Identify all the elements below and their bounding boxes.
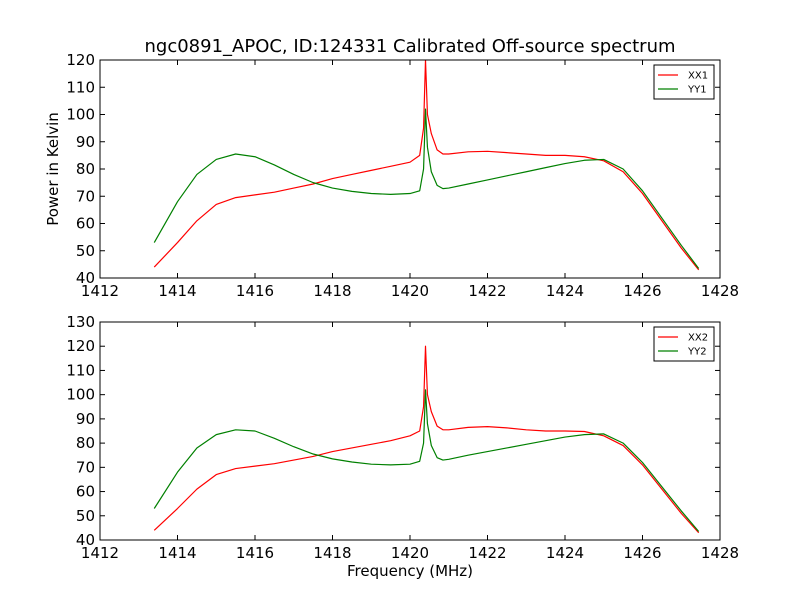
legend-label-xx1: XX1 [688, 71, 708, 82]
x-tick-label: 1428 [701, 544, 739, 562]
x-tick-label: 1422 [468, 544, 506, 562]
legend-box [653, 64, 715, 100]
series-line-xx1 [153, 60, 700, 271]
x-tick-label: 1424 [546, 544, 584, 562]
y-tick-label: 110 [66, 361, 95, 379]
plot-area [100, 322, 720, 540]
legend-label-xx2: XX2 [688, 333, 708, 344]
x-tick-label: 1426 [623, 282, 661, 300]
x-tick-label: 1426 [623, 544, 661, 562]
chart-panel-2: 1412 1414 1416 1418 1420 1422 1424 1426 1428 40 50… [66, 313, 739, 580]
plot-area [100, 60, 720, 278]
x-tick-label: 1414 [158, 282, 196, 300]
legend-box [653, 326, 715, 362]
legend-label-yy2: YY2 [687, 347, 707, 358]
plot-frame [99, 59, 721, 279]
y-tick-label: 80 [76, 434, 95, 452]
x-tick-label: 1420 [391, 544, 429, 562]
y-tick-label: 80 [76, 160, 95, 178]
series-line-yy2 [153, 389, 700, 532]
y-tick-label: 100 [66, 386, 95, 404]
plot-frame [99, 321, 721, 541]
x-tick-label: 1416 [236, 544, 274, 562]
y-tick-label: 60 [76, 215, 95, 233]
y-tick-label: 120 [66, 51, 95, 69]
y-tick-label: 90 [76, 410, 95, 428]
y-tick-label: 70 [76, 187, 95, 205]
y-tick-label: 50 [76, 242, 95, 260]
y-tick-label: 100 [66, 106, 95, 124]
x-tick-label: 1416 [236, 282, 274, 300]
x-tick-label: 1418 [313, 282, 351, 300]
y-tick-label: 40 [76, 269, 95, 287]
x-tick-label: 1422 [468, 282, 506, 300]
chart-panel-1: 1412 1414 1416 1418 1420 1422 1424 1426 1428 40 50… [44, 36, 739, 300]
series-line-xx2 [153, 345, 700, 534]
x-tick-label: 1418 [313, 544, 351, 562]
chart-title: ngc0891_APOC, ID:124331 Calibrated Off-s… [144, 36, 675, 57]
y-tick-label: 110 [66, 78, 95, 96]
y-tick-label: 120 [66, 337, 95, 355]
x-tick-label: 1412 [81, 544, 119, 562]
y-tick-label: 130 [66, 313, 95, 331]
y-tick-label: 90 [76, 133, 95, 151]
x-tick-label: 1428 [701, 282, 739, 300]
y-tick-label: 40 [76, 531, 95, 549]
x-axis-label: Frequency (MHz) [347, 562, 473, 580]
x-tick-label: 1412 [81, 282, 119, 300]
x-tick-label: 1414 [158, 544, 196, 562]
legend-label-yy1: YY1 [687, 85, 707, 96]
panels: 1412 1414 1416 1418 1420 1422 1424 1426 1428 40 50… [44, 36, 739, 580]
x-tick-label: 1420 [391, 282, 429, 300]
y-tick-label: 50 [76, 507, 95, 525]
series-line-yy1 [153, 108, 700, 269]
x-tick-label: 1424 [546, 282, 584, 300]
y-tick-label: 70 [76, 458, 95, 476]
y-axis-label: Power in Kelvin [44, 112, 62, 226]
y-tick-label: 60 [76, 483, 95, 501]
